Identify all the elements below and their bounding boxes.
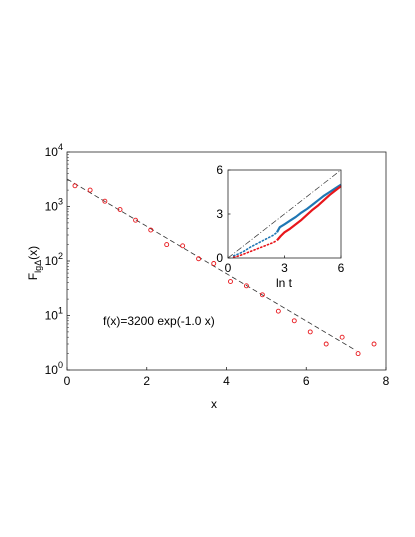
data-point xyxy=(164,242,170,248)
inset-series-dotted xyxy=(232,231,278,257)
inset-reference-line xyxy=(227,169,342,259)
data-point xyxy=(275,308,281,314)
data-point xyxy=(259,292,265,298)
data-point xyxy=(228,279,233,284)
y-tick-exponent: 1 xyxy=(58,306,63,316)
y-label-subscript: lgΔ xyxy=(33,260,43,273)
data-point xyxy=(307,329,313,335)
data-point xyxy=(72,183,78,189)
inset-x-tick-label: 6 xyxy=(338,261,345,275)
inset-series xyxy=(232,183,342,259)
y-label-main: F xyxy=(26,273,40,280)
inset-series-line xyxy=(276,185,342,242)
inset-series-dotted xyxy=(232,239,278,259)
main-y-axis-label: FlgΔ(x) xyxy=(26,246,43,280)
y-tick-label: 101 xyxy=(45,306,63,323)
data-point xyxy=(180,243,186,249)
y-tick-base: 10 xyxy=(45,254,59,268)
data-point xyxy=(323,341,329,347)
inset-y-tick-label: 0 xyxy=(216,251,223,265)
inset-series-line xyxy=(276,183,342,233)
y-tick-base: 10 xyxy=(45,309,59,323)
fit-annotation: f(x)=3200 exp(-1.0 x) xyxy=(103,314,215,328)
y-tick-exponent: 3 xyxy=(58,197,63,207)
data-point xyxy=(355,351,361,357)
main-data-points xyxy=(72,183,377,357)
inset-chart: 0 3 6 0 3 6 ln t xyxy=(216,163,344,290)
inset-x-ticks: 0 3 6 xyxy=(225,255,345,275)
x-tick-label: 6 xyxy=(303,374,310,388)
inset-x-tick-label: 3 xyxy=(281,261,288,275)
y-tick-label: 103 xyxy=(45,197,63,214)
inset-y-ticks: 0 3 6 xyxy=(216,163,231,265)
y-tick-base: 10 xyxy=(45,200,59,214)
y-tick-base: 10 xyxy=(45,145,59,159)
data-point xyxy=(243,283,249,289)
data-point xyxy=(291,318,297,324)
y-tick-exponent: 4 xyxy=(58,142,63,152)
y-tick-exponent: 0 xyxy=(58,360,63,370)
inset-y-tick-label: 3 xyxy=(216,207,223,221)
inset-x-tick-label: 0 xyxy=(225,261,232,275)
x-tick-label: 8 xyxy=(383,374,390,388)
main-x-axis-label: x xyxy=(211,397,217,411)
data-point xyxy=(339,334,345,340)
fit-line xyxy=(66,178,357,351)
data-point xyxy=(133,217,139,223)
data-point xyxy=(371,341,377,347)
y-tick-label: 104 xyxy=(45,142,63,159)
inset-y-tick-label: 6 xyxy=(216,163,223,177)
data-point xyxy=(102,198,108,204)
y-label-argument: (x) xyxy=(26,246,40,260)
y-tick-label: 100 xyxy=(45,360,63,377)
x-tick-label: 2 xyxy=(143,374,150,388)
x-tick-label: 0 xyxy=(64,374,71,388)
data-point xyxy=(148,227,154,233)
main-x-ticks: 0 2 4 6 8 xyxy=(64,367,390,388)
data-point xyxy=(117,207,123,212)
x-tick-label: 4 xyxy=(223,374,230,388)
data-point xyxy=(87,187,93,193)
data-point xyxy=(196,256,202,262)
y-tick-exponent: 2 xyxy=(58,251,63,261)
y-tick-label: 102 xyxy=(45,251,63,268)
y-tick-base: 10 xyxy=(45,363,59,377)
data-point xyxy=(211,261,217,266)
inset-x-axis-label: ln t xyxy=(276,276,293,290)
